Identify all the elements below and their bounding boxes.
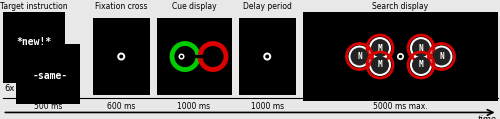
Text: N: N (357, 52, 362, 61)
Ellipse shape (371, 56, 389, 74)
Bar (16, 44, 80, 104)
Ellipse shape (265, 55, 269, 59)
Ellipse shape (180, 55, 183, 58)
Bar (2, 12, 65, 83)
Text: M: M (378, 44, 382, 53)
Ellipse shape (410, 37, 432, 59)
Bar (92, 18, 150, 95)
Ellipse shape (397, 53, 404, 60)
Ellipse shape (369, 37, 391, 59)
Ellipse shape (369, 54, 391, 76)
Text: M: M (378, 60, 382, 69)
Text: 6x: 6x (5, 84, 15, 93)
Text: Cue display: Cue display (172, 2, 216, 11)
Ellipse shape (371, 39, 389, 57)
Text: Fixation cross: Fixation cross (95, 2, 148, 11)
Text: M: M (418, 60, 424, 69)
Ellipse shape (178, 54, 184, 60)
Text: 500 ms: 500 ms (34, 102, 62, 111)
Ellipse shape (117, 52, 125, 61)
Ellipse shape (120, 55, 123, 59)
Bar (156, 18, 232, 95)
Text: *new!*: *new!* (16, 37, 52, 47)
Bar (303, 12, 498, 101)
Text: 1000 ms: 1000 ms (251, 102, 284, 111)
Text: Search display: Search display (372, 2, 428, 11)
Ellipse shape (263, 52, 271, 61)
Ellipse shape (412, 56, 430, 74)
Text: N: N (439, 52, 444, 61)
Ellipse shape (412, 39, 430, 57)
Text: time: time (478, 115, 496, 119)
Ellipse shape (430, 46, 452, 67)
Text: Delay period: Delay period (243, 2, 292, 11)
Text: 600 ms: 600 ms (108, 102, 136, 111)
Text: 1000 ms: 1000 ms (178, 102, 210, 111)
Ellipse shape (398, 55, 402, 58)
Text: N: N (418, 44, 424, 53)
Text: 5000 ms max.: 5000 ms max. (373, 102, 428, 111)
Ellipse shape (350, 47, 368, 66)
Ellipse shape (410, 54, 432, 76)
Ellipse shape (348, 46, 370, 67)
Text: -same-: -same- (33, 71, 68, 81)
Ellipse shape (432, 47, 450, 66)
Text: Target instruction: Target instruction (0, 2, 68, 11)
Bar (238, 18, 296, 95)
